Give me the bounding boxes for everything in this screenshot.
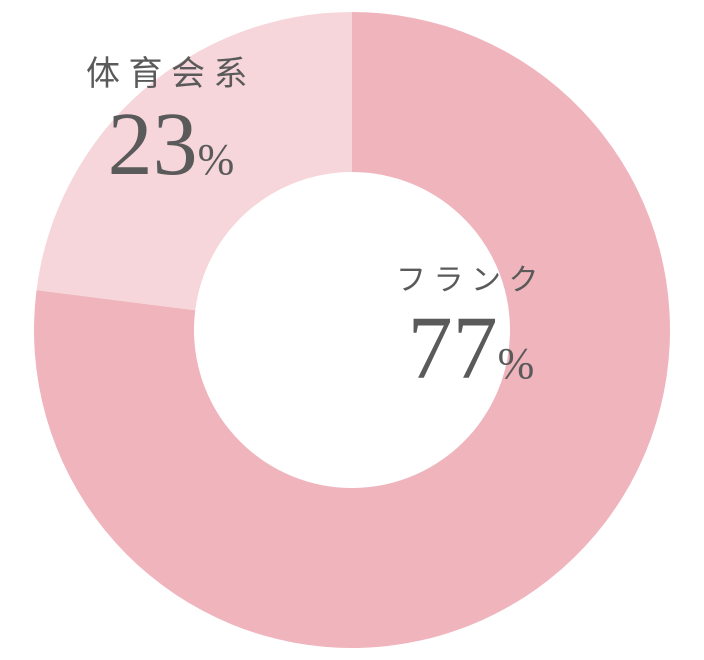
donut-chart: フランク 77% 体育会系 23%: [0, 0, 704, 660]
slice-value: 77: [408, 299, 498, 398]
slice-label-taiikukaikei: 体育会系 23%: [86, 58, 256, 190]
slice-name: フランク: [396, 266, 546, 296]
slice-value: 23: [108, 95, 198, 194]
percent-sign: %: [198, 135, 235, 184]
slice-label-frank: フランク 77%: [396, 266, 546, 394]
percent-sign: %: [498, 339, 535, 388]
slice-name: 体育会系: [86, 58, 256, 92]
